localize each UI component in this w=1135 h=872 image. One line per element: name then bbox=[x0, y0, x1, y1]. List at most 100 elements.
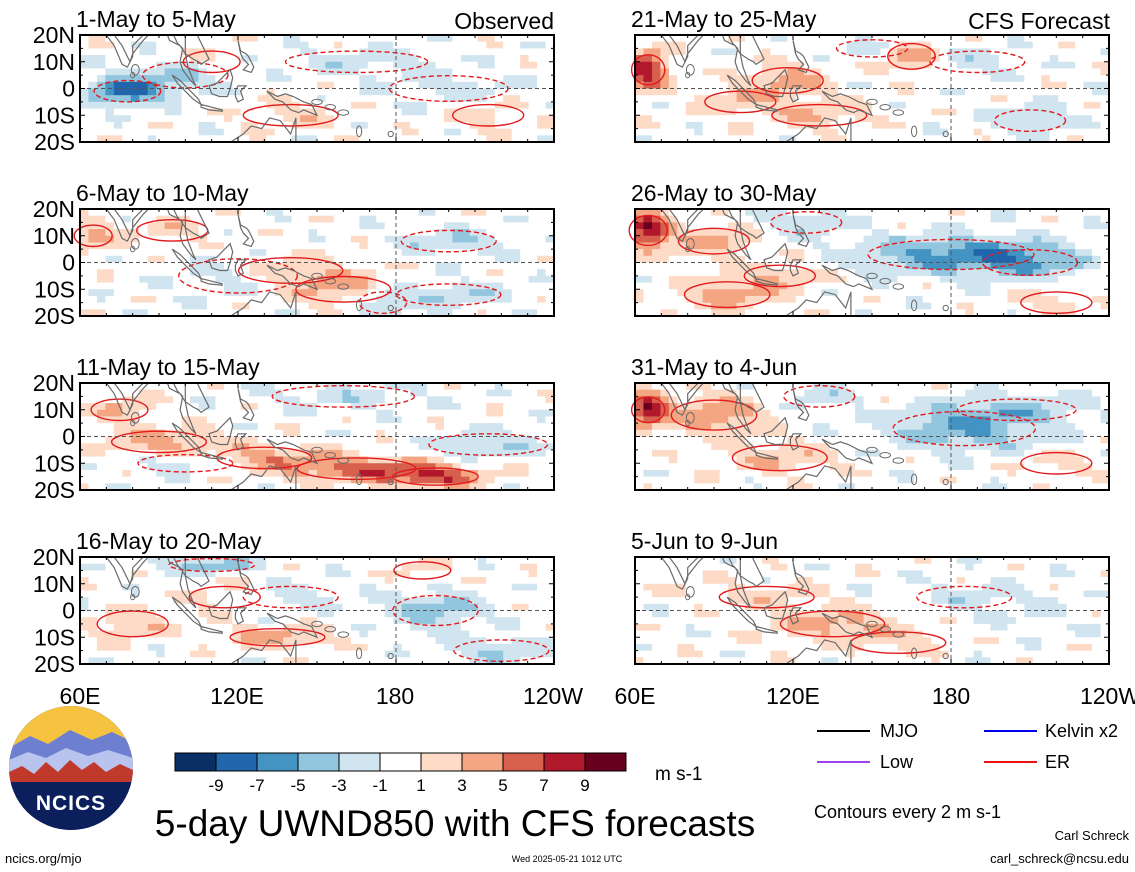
field-cell bbox=[308, 403, 318, 411]
field-cell bbox=[545, 590, 555, 598]
field-cell bbox=[685, 35, 695, 43]
field-cell bbox=[1032, 222, 1042, 230]
field-cell bbox=[460, 81, 470, 89]
field-cell bbox=[130, 108, 140, 116]
field-cell bbox=[232, 115, 242, 123]
field-cell bbox=[232, 483, 242, 491]
field-cell bbox=[427, 215, 436, 223]
field-cell bbox=[855, 41, 865, 49]
field-cell bbox=[651, 75, 661, 83]
field-cell bbox=[130, 41, 140, 49]
field-cell bbox=[274, 483, 284, 491]
field-cell bbox=[643, 229, 653, 237]
field-cell bbox=[486, 75, 496, 83]
field-cell bbox=[266, 48, 276, 56]
field-cell bbox=[931, 215, 941, 223]
field-cell bbox=[342, 389, 352, 397]
field-cell bbox=[249, 48, 259, 56]
field-cell bbox=[333, 570, 343, 578]
field-cell bbox=[829, 95, 839, 103]
field-cell bbox=[223, 81, 233, 89]
field-cell bbox=[537, 617, 547, 625]
field-cell bbox=[1024, 108, 1034, 116]
field-cell bbox=[215, 282, 225, 290]
field-cell bbox=[427, 249, 436, 257]
field-cell bbox=[283, 570, 293, 578]
field-cell bbox=[198, 55, 208, 63]
field-cell bbox=[257, 275, 267, 284]
field-cell bbox=[460, 128, 470, 136]
field-cell bbox=[528, 617, 538, 625]
field-cell bbox=[418, 215, 428, 223]
field-cell bbox=[190, 456, 199, 464]
field-cell bbox=[427, 135, 436, 143]
field-cell bbox=[367, 282, 377, 290]
field-cell bbox=[190, 302, 199, 310]
island bbox=[355, 125, 363, 138]
field-cell bbox=[677, 55, 687, 63]
field-cell bbox=[325, 570, 335, 578]
field-cell bbox=[511, 577, 521, 585]
field-cell bbox=[660, 75, 670, 83]
field-cell bbox=[249, 557, 259, 565]
island bbox=[387, 304, 394, 312]
field-cell bbox=[181, 597, 191, 605]
field-cell bbox=[418, 383, 428, 391]
field-cell bbox=[1007, 101, 1017, 110]
field-cell bbox=[435, 423, 445, 431]
field-cell bbox=[1015, 121, 1025, 130]
coastline bbox=[237, 562, 255, 596]
field-cell bbox=[711, 35, 721, 43]
field-cell bbox=[812, 61, 822, 69]
field-cell bbox=[350, 209, 360, 217]
field-cell bbox=[130, 95, 140, 103]
field-cell bbox=[88, 55, 98, 63]
field-cell bbox=[350, 557, 360, 565]
field-cell bbox=[283, 630, 293, 638]
field-cell bbox=[274, 469, 284, 478]
field-cell bbox=[537, 603, 547, 611]
field-cell bbox=[223, 650, 233, 658]
field-cell bbox=[190, 55, 199, 63]
field-cell bbox=[872, 35, 881, 43]
field-cell bbox=[770, 101, 780, 110]
field-cell bbox=[240, 403, 250, 411]
field-cell bbox=[435, 88, 445, 96]
wind-field bbox=[80, 209, 555, 317]
field-cell bbox=[308, 389, 318, 397]
field-cell bbox=[545, 209, 555, 217]
field-cell bbox=[503, 557, 513, 565]
field-cell bbox=[393, 597, 403, 605]
field-cell bbox=[418, 630, 428, 638]
field-cell bbox=[982, 41, 991, 49]
field-cell bbox=[223, 101, 233, 110]
field-cell bbox=[122, 255, 132, 263]
field-cell bbox=[333, 81, 343, 89]
field-cell bbox=[291, 61, 301, 69]
field-cell bbox=[511, 557, 521, 565]
field-cell bbox=[829, 81, 839, 89]
field-cell bbox=[291, 41, 301, 49]
field-cell bbox=[511, 68, 521, 76]
field-cell bbox=[452, 383, 462, 391]
field-cell bbox=[863, 115, 873, 123]
field-cell bbox=[948, 55, 958, 63]
field-cell bbox=[139, 630, 149, 638]
field-cell bbox=[223, 443, 233, 451]
field-cell bbox=[469, 255, 479, 263]
field-cell bbox=[545, 469, 555, 478]
field-cell bbox=[350, 41, 360, 49]
field-cell bbox=[460, 449, 470, 458]
field-cell bbox=[931, 88, 941, 96]
field-cell bbox=[452, 249, 462, 257]
field-cell bbox=[384, 41, 394, 49]
field-cell bbox=[410, 222, 420, 230]
field-cell bbox=[376, 617, 386, 625]
field-cell bbox=[469, 416, 479, 424]
field-cell bbox=[173, 389, 183, 397]
field-cell bbox=[232, 429, 242, 437]
field-cell bbox=[528, 389, 538, 397]
field-cell bbox=[1100, 95, 1110, 103]
field-cell bbox=[511, 88, 521, 96]
